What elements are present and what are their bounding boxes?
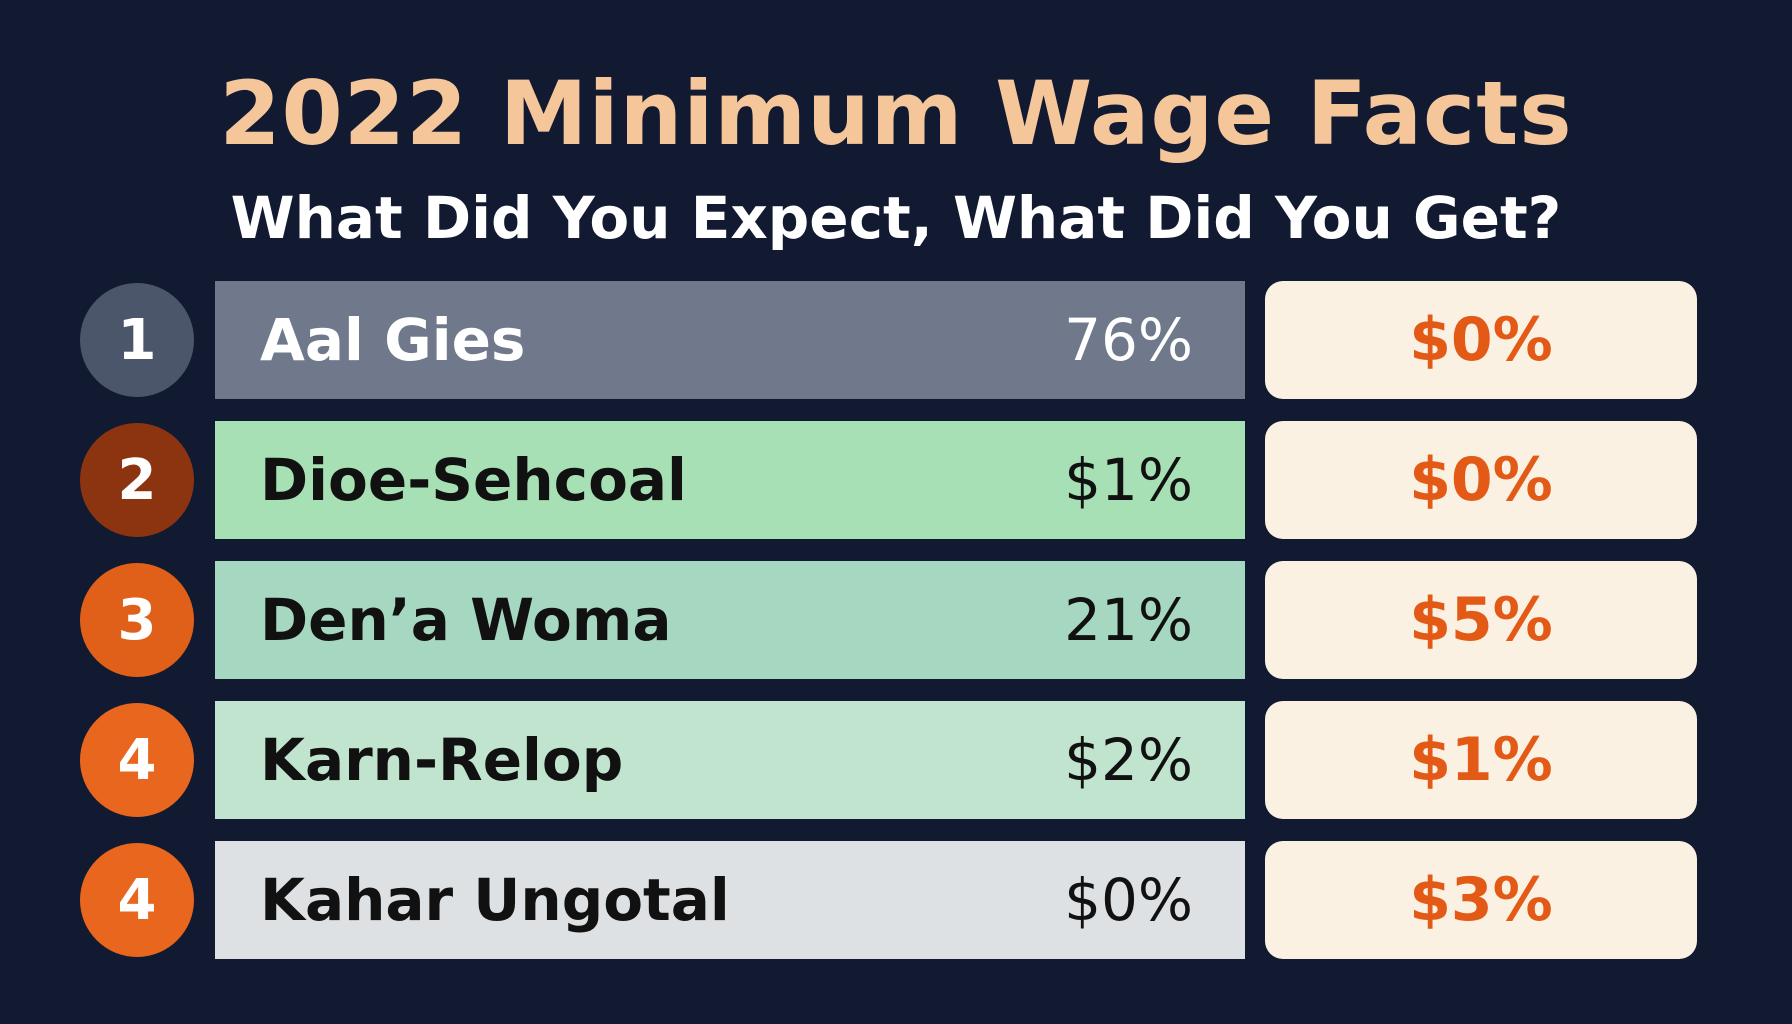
got-value: $0% [1409,305,1553,375]
got-box: $5% [1265,561,1697,679]
name: Karn-Relop [260,726,624,794]
expected-value: 21% [1064,586,1193,654]
expected-value: $0% [1064,866,1193,934]
got-value: $0% [1409,445,1553,515]
name: Den’a Woma [260,586,672,654]
row: 2 Dioe-Sehcoal $1% $0% [0,421,1792,539]
rank-badge: 3 [80,563,194,677]
got-value: $3% [1409,865,1553,935]
got-value: $1% [1409,725,1553,795]
expected-value: $2% [1064,726,1193,794]
got-value: $5% [1409,585,1553,655]
name-bar: Kahar Ungotal $0% [215,841,1245,959]
rank-badge: 2 [80,423,194,537]
rank-badge: 1 [80,283,194,397]
name: Dioe-Sehcoal [260,446,687,514]
name-bar: Aal Gies 76% [215,281,1245,399]
expected-value: $1% [1064,446,1193,514]
subtitle: What Did You Expect, What Did You Get? [230,184,1562,252]
expected-value: 76% [1064,306,1193,374]
row: 1 Aal Gies 76% $0% [0,281,1792,399]
got-box: $0% [1265,421,1697,539]
name-bar: Dioe-Sehcoal $1% [215,421,1245,539]
title: 2022 Minimum Wage Facts [219,62,1573,165]
got-box: $3% [1265,841,1697,959]
got-box: $0% [1265,281,1697,399]
got-box: $1% [1265,701,1697,819]
rank-badge: 4 [80,703,194,817]
name-bar: Den’a Woma 21% [215,561,1245,679]
row: 3 Den’a Woma 21% $5% [0,561,1792,679]
row: 4 Kahar Ungotal $0% $3% [0,841,1792,959]
name: Kahar Ungotal [260,866,730,934]
name-bar: Karn-Relop $2% [215,701,1245,819]
rank-badge: 4 [80,843,194,957]
name: Aal Gies [260,306,526,374]
row: 4 Karn-Relop $2% $1% [0,701,1792,819]
